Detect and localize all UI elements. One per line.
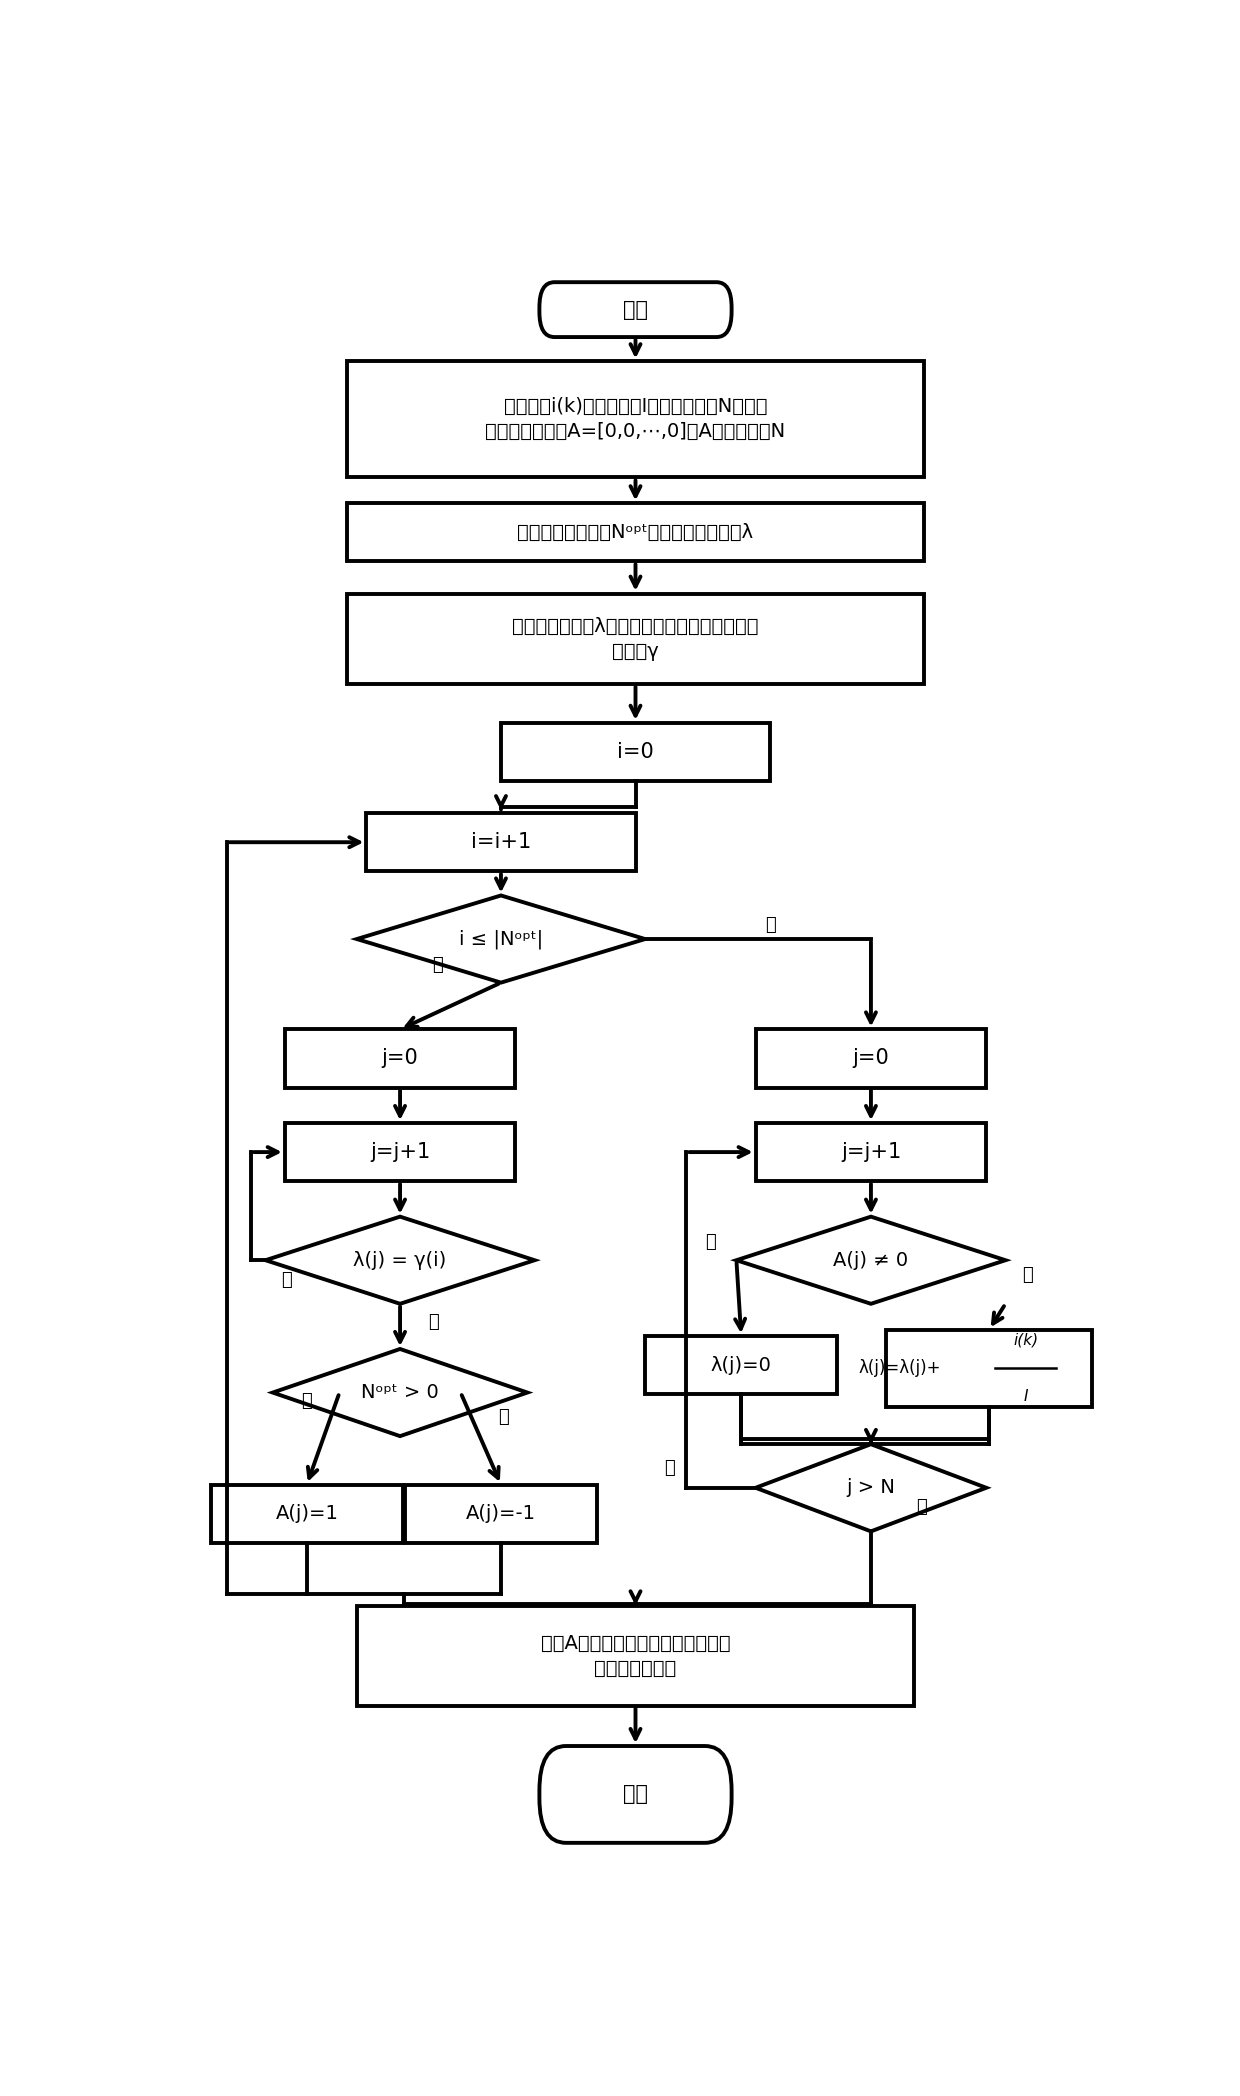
Text: 是: 是 xyxy=(428,1312,439,1331)
Text: 获取电流i(k)，电流幅值I，全桥模块数N，子模
块输出状态向量A=[0,0,⋯,0]，A的维度等于N: 获取电流i(k)，电流幅值I，全桥模块数N，子模 块输出状态向量A=[0,0,⋯… xyxy=(485,398,786,442)
Bar xyxy=(347,361,924,478)
Text: 是: 是 xyxy=(301,1392,312,1411)
Text: j=0: j=0 xyxy=(382,1048,418,1069)
Text: i=0: i=0 xyxy=(618,742,653,761)
Text: 结束: 结束 xyxy=(622,1784,649,1805)
Text: λ(j)=0: λ(j)=0 xyxy=(711,1356,771,1375)
Polygon shape xyxy=(357,895,645,983)
Text: 获取最优输出电平Nᵒᵖᵗ以及可靠投入系数λ: 获取最优输出电平Nᵒᵖᵗ以及可靠投入系数λ xyxy=(517,522,754,543)
Bar xyxy=(285,1029,516,1088)
Bar xyxy=(404,1484,598,1543)
Bar xyxy=(211,1484,403,1543)
Text: j > N: j > N xyxy=(847,1478,895,1497)
Text: j=0: j=0 xyxy=(853,1048,889,1069)
Text: A(j)=-1: A(j)=-1 xyxy=(466,1505,536,1524)
Text: λ(j) = γ(i): λ(j) = γ(i) xyxy=(353,1251,446,1270)
Bar xyxy=(755,1123,986,1182)
Text: 否: 否 xyxy=(663,1459,675,1478)
Text: i ≤ |Nᵒᵖᵗ|: i ≤ |Nᵒᵖᵗ| xyxy=(459,929,543,949)
Bar xyxy=(645,1335,837,1394)
Text: Nᵒᵖᵗ > 0: Nᵒᵖᵗ > 0 xyxy=(361,1383,439,1402)
Bar xyxy=(347,503,924,562)
Bar xyxy=(347,593,924,683)
Text: 是: 是 xyxy=(706,1232,715,1251)
Text: 否: 否 xyxy=(1022,1266,1033,1283)
Text: I: I xyxy=(1023,1390,1028,1404)
Text: j=j+1: j=j+1 xyxy=(841,1142,901,1161)
Text: i(k): i(k) xyxy=(1013,1333,1038,1348)
FancyBboxPatch shape xyxy=(539,283,732,337)
Bar xyxy=(501,723,770,782)
Text: 开始: 开始 xyxy=(622,300,649,319)
Bar xyxy=(885,1329,1092,1406)
Text: 依据A中各元素取值，设定对应全桥
子模块输出状态: 依据A中各元素取值，设定对应全桥 子模块输出状态 xyxy=(541,1633,730,1677)
Text: A(j)=1: A(j)=1 xyxy=(275,1505,339,1524)
Text: A(j) ≠ 0: A(j) ≠ 0 xyxy=(833,1251,909,1270)
Text: 否: 否 xyxy=(765,916,775,933)
FancyBboxPatch shape xyxy=(539,1746,732,1842)
Text: 否: 否 xyxy=(281,1270,293,1289)
Text: i=i+1: i=i+1 xyxy=(471,832,531,853)
Bar xyxy=(367,813,635,872)
Text: 否: 否 xyxy=(498,1409,510,1425)
Polygon shape xyxy=(737,1216,1006,1304)
Text: λ(j)=λ(j)+: λ(j)=λ(j)+ xyxy=(858,1360,941,1377)
Bar xyxy=(357,1606,914,1706)
Polygon shape xyxy=(755,1444,986,1532)
Text: j=j+1: j=j+1 xyxy=(370,1142,430,1161)
Polygon shape xyxy=(265,1216,534,1304)
Bar xyxy=(755,1029,986,1088)
Text: 是: 是 xyxy=(916,1499,928,1515)
Bar xyxy=(285,1123,516,1182)
Polygon shape xyxy=(273,1350,527,1436)
Text: 对可靠投入系数λ按从大到小进行排序，生成新
的序列γ: 对可靠投入系数λ按从大到小进行排序，生成新 的序列γ xyxy=(512,616,759,660)
Text: 是: 是 xyxy=(433,956,443,975)
